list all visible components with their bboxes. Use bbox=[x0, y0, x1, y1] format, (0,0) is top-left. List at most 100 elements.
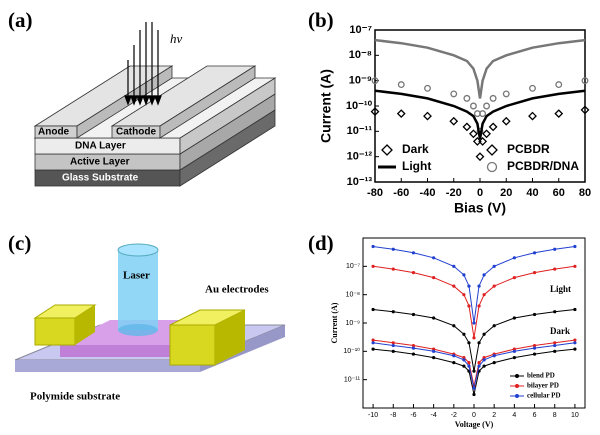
data-point bbox=[371, 77, 379, 85]
data-point bbox=[492, 354, 496, 358]
light-label: hν bbox=[170, 31, 183, 46]
data-point bbox=[452, 264, 456, 268]
cathode-side bbox=[159, 65, 256, 139]
panel-label: (b) bbox=[308, 8, 334, 32]
y-tick-label: 10⁻¹¹ bbox=[347, 125, 373, 137]
legend-swatch bbox=[515, 384, 519, 388]
data-point bbox=[432, 256, 436, 260]
data-point bbox=[482, 293, 486, 297]
y-tick-label: 10⁻¹² bbox=[347, 151, 373, 163]
data-point bbox=[371, 347, 375, 351]
data-point bbox=[477, 304, 481, 308]
x-tick-label: 2 bbox=[492, 412, 496, 419]
layer-label: Active Layer bbox=[70, 157, 130, 168]
annotation: Light bbox=[550, 284, 571, 294]
data-point bbox=[371, 307, 375, 312]
data-point bbox=[462, 293, 466, 297]
data-point bbox=[532, 346, 537, 350]
x-axis-label: Voltage (V) bbox=[455, 420, 494, 429]
series-line bbox=[374, 89, 586, 140]
data-point bbox=[512, 347, 516, 351]
laser-beam bbox=[118, 250, 158, 330]
data-point bbox=[482, 364, 486, 368]
legend-swatch bbox=[486, 161, 498, 173]
data-point bbox=[432, 316, 436, 320]
data-point bbox=[467, 341, 471, 345]
x-tick-label: 10 bbox=[571, 412, 579, 419]
data-point bbox=[391, 349, 395, 353]
arrow-head bbox=[136, 95, 144, 106]
electrode-label: Anode bbox=[38, 127, 70, 138]
data-point bbox=[512, 316, 516, 320]
data-point bbox=[432, 356, 436, 360]
data-point bbox=[573, 338, 577, 342]
data-point bbox=[477, 364, 481, 368]
electrode-side bbox=[215, 310, 245, 365]
data-point bbox=[553, 310, 557, 314]
data-point bbox=[462, 332, 466, 336]
data-point bbox=[553, 349, 557, 353]
x-tick-label: 4 bbox=[512, 412, 516, 419]
data-point bbox=[432, 349, 436, 353]
data-point bbox=[532, 251, 537, 255]
data-point bbox=[532, 312, 537, 317]
legend-swatch bbox=[515, 394, 519, 398]
data-point bbox=[452, 284, 456, 288]
data-point bbox=[483, 102, 491, 110]
panel-label: (c) bbox=[8, 231, 31, 255]
data-point bbox=[411, 312, 416, 317]
data-point bbox=[391, 247, 395, 251]
data-point bbox=[573, 347, 577, 351]
data-point bbox=[452, 324, 456, 328]
annotation: Dark bbox=[550, 326, 570, 336]
beam-label: Laser bbox=[123, 270, 150, 282]
data-point bbox=[475, 152, 485, 162]
x-tick-label: 0 bbox=[472, 412, 476, 419]
legend-label: Dark bbox=[402, 142, 429, 156]
data-point bbox=[469, 129, 478, 139]
data-point bbox=[462, 356, 466, 360]
y-tick-label: 10⁻¹⁰ bbox=[346, 100, 373, 112]
data-point bbox=[477, 341, 481, 345]
data-point bbox=[462, 122, 472, 132]
data-point bbox=[532, 343, 537, 348]
electrode-label: Cathode bbox=[116, 127, 156, 138]
data-point bbox=[462, 273, 466, 277]
x-tick-label: 60 bbox=[553, 187, 565, 199]
device-diagram-a bbox=[33, 65, 277, 187]
x-tick-label: -8 bbox=[390, 412, 396, 419]
data-point bbox=[553, 267, 557, 271]
data-point bbox=[396, 109, 406, 119]
data-point bbox=[482, 129, 491, 139]
data-point bbox=[529, 84, 536, 92]
data-point bbox=[580, 105, 590, 115]
panel-label: (d) bbox=[308, 231, 334, 255]
data-point bbox=[371, 338, 375, 342]
legend-label: bilayer PD bbox=[527, 382, 559, 390]
data-point bbox=[463, 94, 471, 102]
x-tick-label: -6 bbox=[410, 412, 416, 419]
x-tick-label: -2 bbox=[451, 412, 457, 419]
data-point bbox=[512, 276, 516, 280]
y-tick-label: 10⁻⁷ bbox=[346, 263, 360, 270]
data-point bbox=[411, 346, 416, 350]
substrate-front bbox=[15, 360, 200, 372]
x-tick-label: -40 bbox=[420, 187, 436, 199]
data-point bbox=[532, 352, 537, 356]
data-point bbox=[462, 364, 466, 368]
x-tick-label: 80 bbox=[579, 187, 591, 199]
data-point bbox=[411, 271, 416, 275]
y-tick-label: 10⁻⁷ bbox=[349, 24, 372, 36]
data-point bbox=[411, 352, 416, 356]
y-axis-label: Current (A) bbox=[318, 69, 334, 143]
data-point bbox=[528, 111, 537, 121]
electrode-side bbox=[75, 305, 95, 345]
data-point bbox=[391, 343, 395, 348]
y-tick-label: 10⁻¹³ bbox=[347, 176, 373, 188]
data-point bbox=[573, 341, 577, 345]
legend-swatch bbox=[515, 374, 519, 378]
device-diagram-c bbox=[14, 243, 286, 372]
legend-swatch bbox=[486, 144, 498, 156]
data-point bbox=[467, 364, 471, 368]
data-point bbox=[411, 343, 416, 348]
